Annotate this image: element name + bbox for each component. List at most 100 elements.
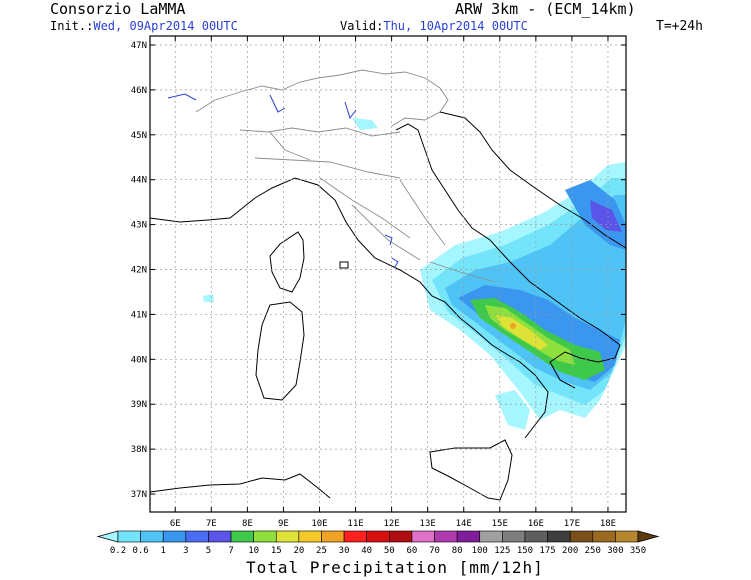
lakes-rivers [167,93,399,269]
colorbar-segment [230,530,254,543]
valid-value: Thu, 10Apr2014 00UTC [383,19,528,33]
country-borders [195,69,496,283]
border-regions [239,127,496,283]
lake-maggiore [269,94,286,113]
colorbar-segment [117,530,141,543]
coast-sicily [429,439,513,501]
lon-label: 17E [564,519,580,529]
colorbar-label: 70 [429,546,440,556]
colorbar-segment [366,530,390,543]
lon-label: 16E [528,519,544,529]
colorbar-title: Total Precipitation [mm/12h] [246,558,544,577]
colorbar-segment [185,530,209,543]
precip-core-orange [510,323,516,329]
lake-garda [344,101,357,120]
colorbar-segment [456,530,481,543]
colorbar-label: 200 [562,546,578,556]
lon-label: 15E [492,519,508,529]
lat-label: 37N [131,490,147,500]
lon-label: 9E [278,519,289,529]
colorbar-high-triangle [637,530,660,543]
header-init: Init.:Wed, 09Apr2014 00UTC [50,19,238,33]
colorbar-segment [592,530,616,543]
lake-geneva [167,93,197,101]
colorbar-label: 20 [293,546,304,556]
coastlines [149,111,627,501]
longitude-labels: 6E 7E 8E 9E 10E 11E 12E 13E 14E 15E 16E 17E 18E [170,519,616,529]
colorbar-segment [615,530,639,543]
border-alps [195,69,449,127]
colorbar-low-triangle [96,530,119,543]
lon-label: 11E [347,519,363,529]
colorbar-label: 150 [517,546,533,556]
precip-area-north [352,118,378,130]
lat-label: 44N [131,176,147,186]
lat-label: 38N [131,445,147,455]
colorbar-segment [275,530,300,543]
colorbar-label: 10 [248,546,259,556]
colorbar-segment [298,530,322,543]
init-value: Wed, 09Apr2014 00UTC [93,19,238,33]
colorbar-segment [162,530,187,543]
precipitation-field [203,118,626,430]
lake-trasimeno [384,234,393,246]
coast-balkan [439,111,627,249]
colorbar-label: 1 [161,546,166,556]
coast-elba [339,261,349,269]
lon-label: 10E [311,519,327,529]
lon-label: 7E [206,519,217,529]
colorbar-label: 175 [539,546,555,556]
colorbar-label: 15 [271,546,282,556]
axis-ticks [150,36,626,512]
precip-core-yellow [496,315,548,350]
colorbar-label: 350 [630,546,646,556]
colorbar-label: 30 [339,546,350,556]
coast-ligurian [149,177,549,439]
colorbar-segment [479,530,503,543]
lon-label: 18E [600,519,616,529]
precip-core-purple [590,200,622,232]
colorbar-label: 0.2 [110,546,126,556]
lat-lon-grid [150,36,626,512]
colorbar-segment [389,530,413,543]
latitude-labels: 47N 46N 45N 44N 43N 42N 41N 40N 39N 38N 37N [131,41,147,500]
header-valid: Valid:Thu, 10Apr2014 00UTC [340,19,528,33]
header-model: ARW 3km - (ECM_14km) [455,0,636,18]
coast-adriatic [395,123,621,389]
colorbar-label: 5 [206,546,211,556]
lat-label: 41N [131,310,147,320]
coast-africa [149,473,331,499]
lat-label: 42N [131,266,147,276]
lat-label: 47N [131,41,147,51]
lon-label: 14E [456,519,472,529]
lon-label: 8E [242,519,253,529]
lat-label: 43N [131,221,147,231]
lake-bolsena [391,257,399,269]
precip-area-sicily-strait [495,390,530,430]
colorbar-label: 40 [361,546,372,556]
colorbar-segment [569,530,594,543]
colorbar-labels: 0.2 0.6 1 3 5 7 10 15 20 25 30 40 50 60 70 80 100 125 150 1… [110,546,646,556]
precip-area-sardinia-w [203,294,214,302]
init-label: Init.: [50,19,94,33]
colorbar-label: 300 [607,546,623,556]
lon-label: 6E [170,519,181,529]
colorbar-label: 100 [472,546,488,556]
map-frame [149,35,627,513]
colorbar-label: 3 [183,546,188,556]
valid-label: Valid: [340,19,384,33]
colorbar-segment [502,530,526,543]
colorbar-label: 50 [384,546,395,556]
lat-label: 39N [131,400,147,410]
colorbar-label: 7 [228,546,233,556]
colorbar-segment [208,530,232,543]
colorbar-segment [140,530,164,543]
colorbar-label: 250 [585,546,601,556]
colorbar-label: 80 [452,546,463,556]
coast-corsica [269,231,305,293]
colorbar-segment [321,530,345,543]
lat-label: 45N [131,131,147,141]
colorbar-label: 0.6 [132,546,148,556]
colorbar-label: 60 [406,546,417,556]
